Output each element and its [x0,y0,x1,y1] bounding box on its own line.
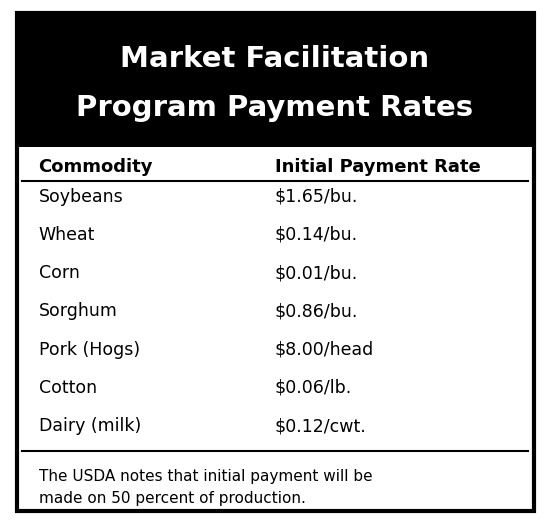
Text: Pork (Hogs): Pork (Hogs) [39,341,140,358]
Text: Wheat: Wheat [39,226,95,244]
Text: $0.12/cwt.: $0.12/cwt. [275,417,367,435]
Text: Corn: Corn [39,264,79,282]
Text: Market Facilitation: Market Facilitation [120,45,430,73]
Text: Commodity: Commodity [39,158,153,176]
Text: Program Payment Rates: Program Payment Rates [76,94,474,123]
Text: Soybeans: Soybeans [39,188,123,205]
Text: $1.65/bu.: $1.65/bu. [275,188,359,205]
Text: Sorghum: Sorghum [39,302,117,320]
Text: Dairy (milk): Dairy (milk) [39,417,141,435]
Text: $0.06/lb.: $0.06/lb. [275,379,352,397]
Text: $0.01/bu.: $0.01/bu. [275,264,358,282]
Bar [16,13,534,147]
Text: Initial Payment Rate: Initial Payment Rate [275,158,481,176]
Text: The USDA notes that initial payment will be
made on 50 percent of production.: The USDA notes that initial payment will… [39,470,372,506]
Text: $8.00/head: $8.00/head [275,341,374,358]
Text: $0.86/bu.: $0.86/bu. [275,302,359,320]
Text: Cotton: Cotton [39,379,97,397]
Text: $0.14/bu.: $0.14/bu. [275,226,358,244]
